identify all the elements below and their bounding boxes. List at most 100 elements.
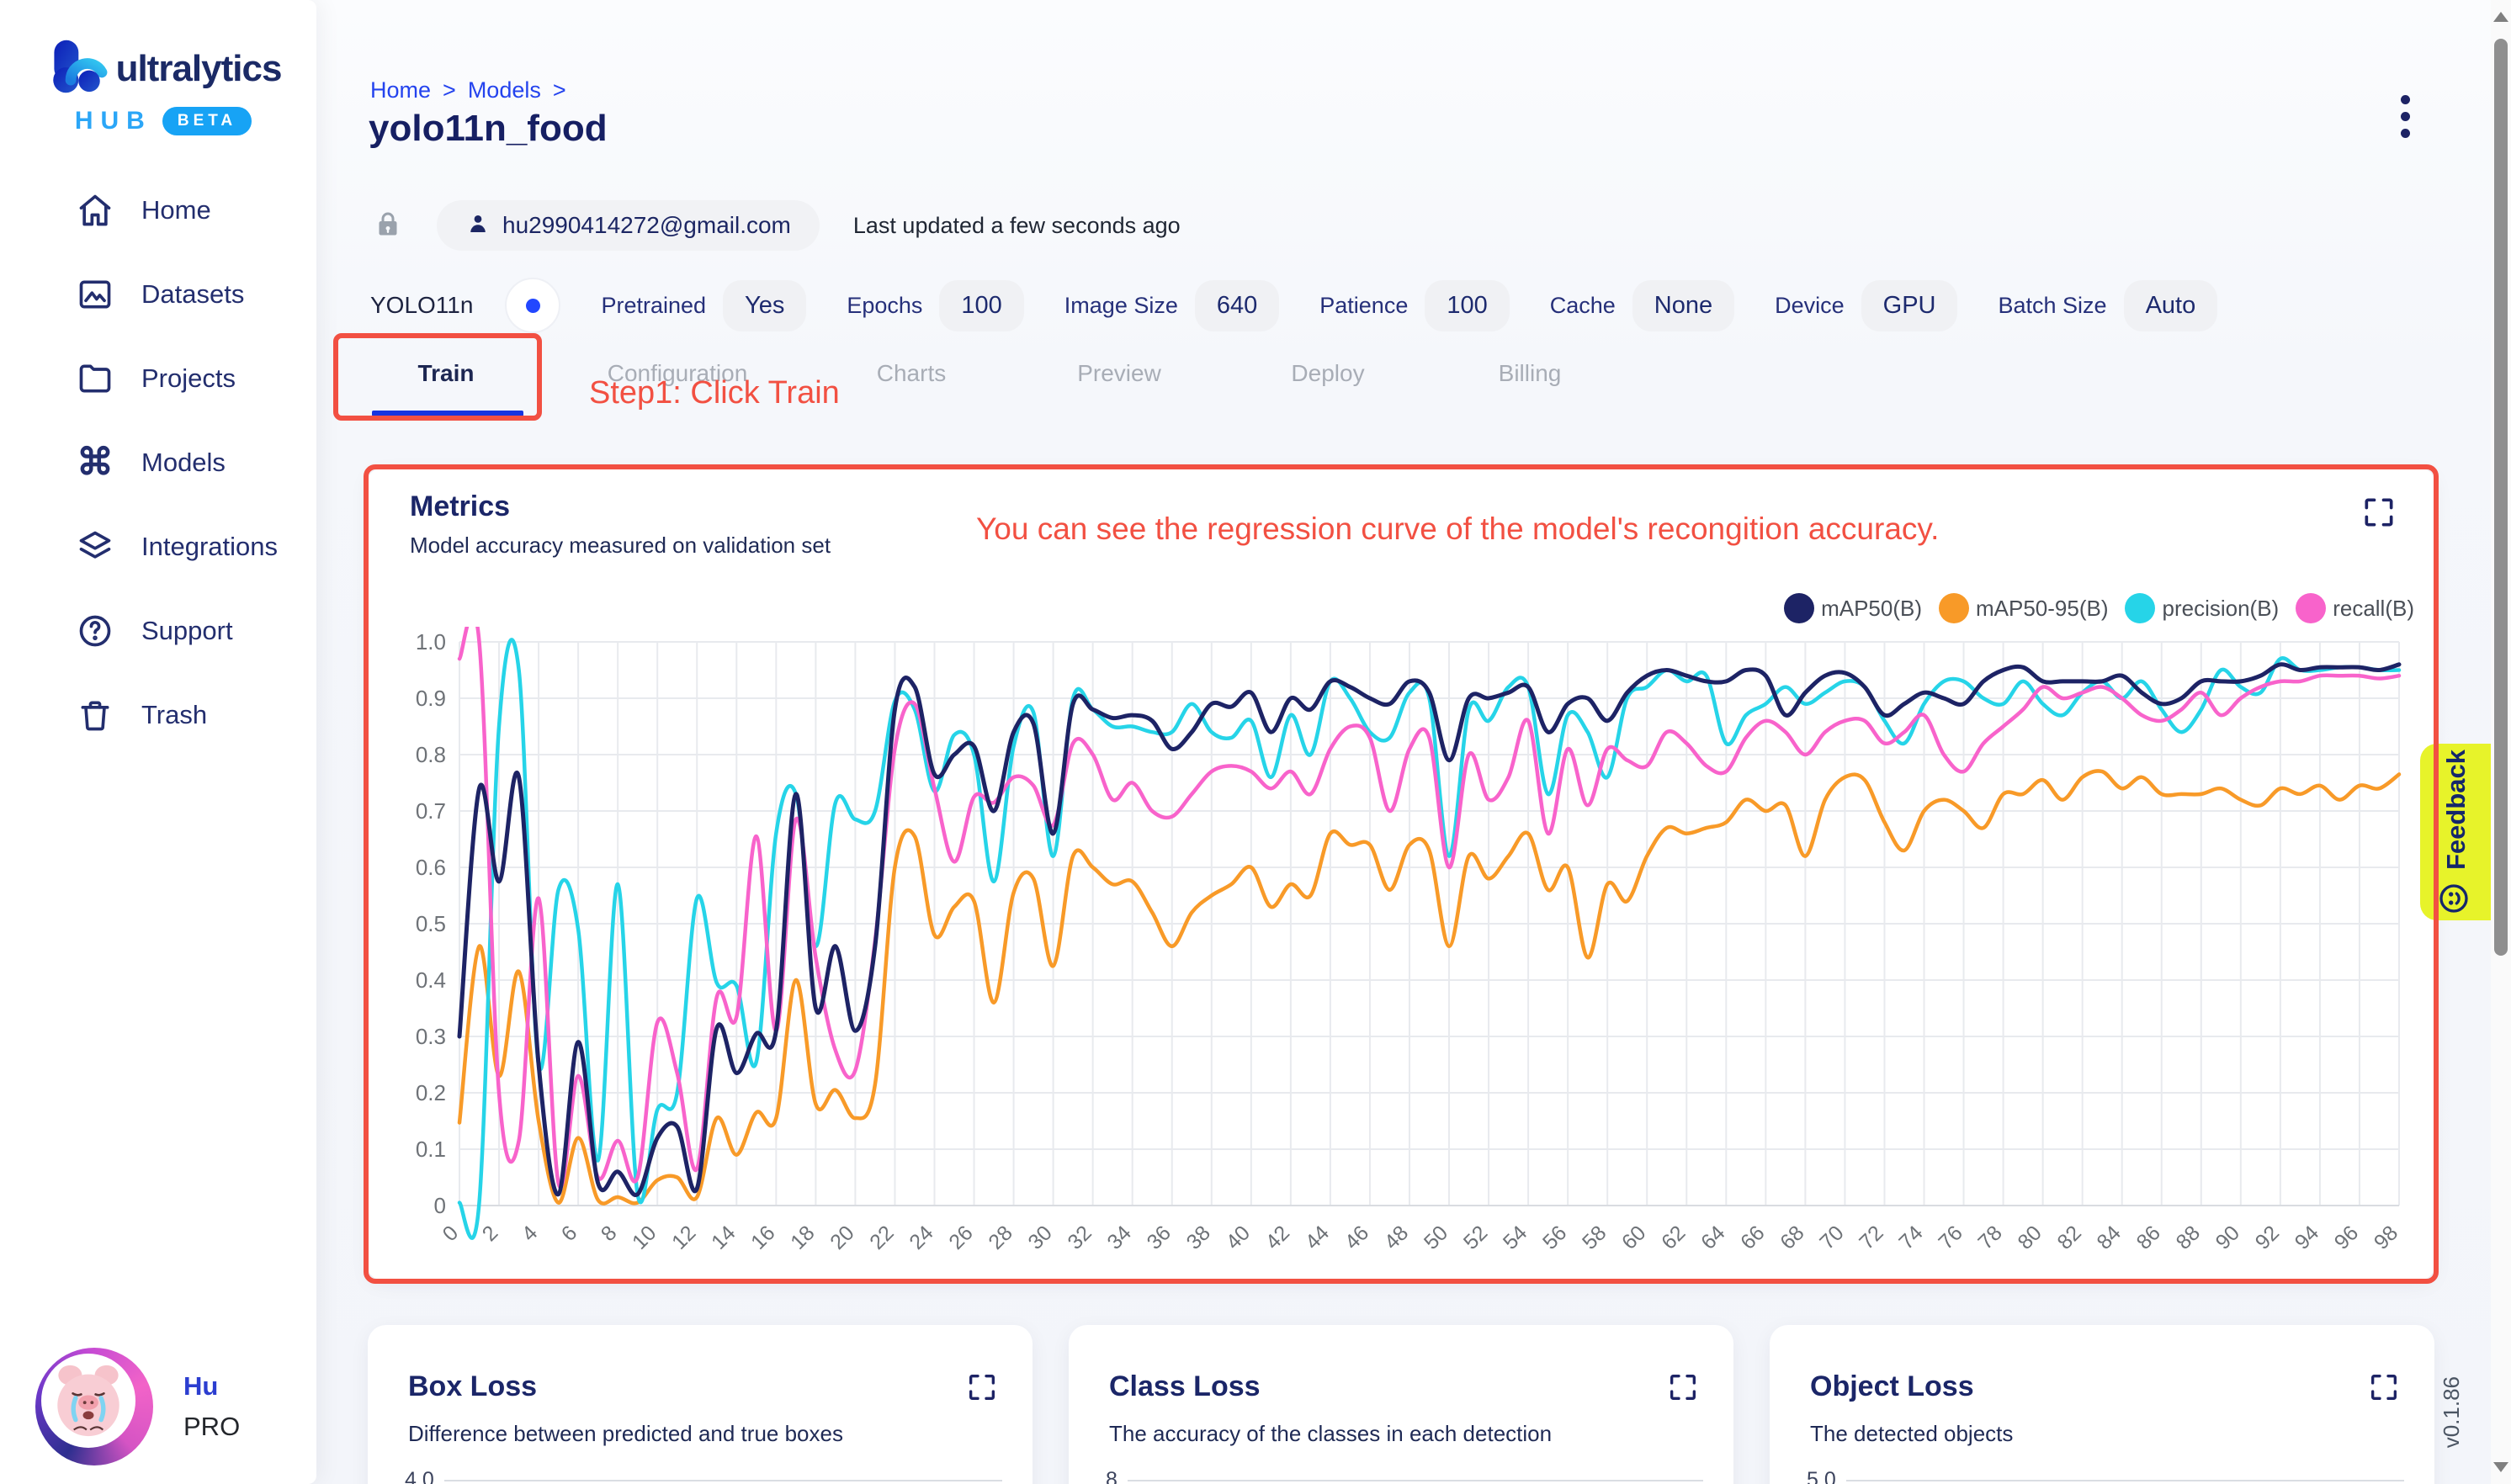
class-loss-subtitle: The accuracy of the classes in each dete… (1109, 1421, 1553, 1446)
svg-text:44: 44 (1301, 1221, 1335, 1254)
scroll-down-icon[interactable] (2493, 1462, 2508, 1472)
svg-text:80: 80 (2013, 1221, 2046, 1253)
svg-text:62: 62 (1657, 1221, 1690, 1253)
svg-text:86: 86 (2132, 1221, 2165, 1253)
sidebar-item-label: Home (141, 195, 211, 225)
svg-text:18: 18 (786, 1221, 819, 1253)
tab-billing[interactable]: Billing (1498, 360, 1562, 386)
sidebar-item-home[interactable]: Home (0, 168, 316, 252)
tab-train[interactable]: Train (417, 360, 475, 386)
fullscreen-icon[interactable] (1666, 1370, 1700, 1404)
sidebar-item-integrations[interactable]: Integrations (0, 505, 316, 589)
owner-email-chip[interactable]: hu2990414272@gmail.com (437, 200, 820, 251)
svg-text:40: 40 (1222, 1221, 1255, 1253)
tab-charts[interactable]: Charts (876, 360, 947, 386)
svg-text:60: 60 (1617, 1221, 1650, 1253)
sidebar-item-label: Trash (141, 700, 208, 729)
sidebar-item-label: Datasets (141, 279, 245, 309)
svg-text:74: 74 (1894, 1221, 1928, 1254)
svg-text:98: 98 (2370, 1221, 2402, 1253)
tab-preview[interactable]: Preview (1077, 360, 1161, 386)
legend-recall[interactable]: recall(B) (2296, 593, 2414, 623)
breadcrumb-models[interactable]: Models (467, 77, 541, 103)
scrollbar-thumb[interactable] (2494, 39, 2508, 956)
ultralytics-logo-icon (45, 35, 108, 102)
class-loss-card: Class Loss The accuracy of the classes i… (1069, 1325, 1733, 1484)
param-pretrained: Pretrained Yes (601, 279, 807, 331)
metrics-card: Metrics Model accuracy measured on valid… (368, 469, 2434, 1280)
svg-text:0.4: 0.4 (416, 967, 446, 993)
svg-text:70: 70 (1815, 1221, 1848, 1253)
sidebar-item-trash[interactable]: Trash (0, 673, 316, 757)
param-device: Device GPU (1775, 279, 1958, 331)
layers-icon (76, 527, 114, 566)
svg-text:46: 46 (1340, 1221, 1373, 1253)
svg-text:10: 10 (628, 1221, 661, 1253)
param-patience: Patience 100 (1319, 279, 1510, 331)
sidebar-item-label: Projects (141, 363, 236, 393)
legend-dot-precision (2125, 593, 2156, 623)
sidebar-item-models[interactable]: ⌘ Models (0, 421, 316, 505)
legend-map50-95[interactable]: mAP50-95(B) (1938, 593, 2108, 623)
legend-precision[interactable]: precision(B) (2125, 593, 2279, 623)
trash-icon (76, 696, 114, 734)
svg-text:76: 76 (1934, 1221, 1967, 1253)
svg-text:0.7: 0.7 (416, 798, 446, 824)
svg-text:0: 0 (438, 1221, 464, 1246)
svg-text:20: 20 (825, 1221, 858, 1253)
legend-dot-recall (2296, 593, 2327, 623)
fullscreen-icon[interactable] (2360, 494, 2397, 531)
svg-text:94: 94 (2291, 1221, 2324, 1254)
svg-text:88: 88 (2172, 1221, 2205, 1253)
box-loss-title: Box Loss (408, 1370, 538, 1402)
svg-text:38: 38 (1182, 1221, 1215, 1253)
tab-configuration[interactable]: Configuration (607, 360, 748, 386)
feedback-button[interactable]: Feedback (2420, 744, 2491, 920)
svg-text:84: 84 (2092, 1221, 2126, 1254)
class-loss-chart-top: 8 (1106, 1468, 1703, 1484)
help-circle-icon (76, 612, 114, 650)
pig-avatar-image (57, 1365, 119, 1437)
breadcrumb-home[interactable]: Home (370, 77, 432, 103)
svg-text:8: 8 (597, 1221, 622, 1246)
kebab-menu-icon[interactable] (2383, 89, 2427, 143)
svg-text:1.0: 1.0 (416, 629, 446, 655)
avatar (35, 1348, 153, 1465)
svg-text:50: 50 (1420, 1221, 1452, 1253)
svg-text:0.5: 0.5 (416, 911, 446, 936)
sidebar-item-support[interactable]: Support (0, 589, 316, 673)
svg-text:54: 54 (1499, 1221, 1532, 1254)
fullscreen-icon[interactable] (2367, 1370, 2401, 1404)
param-batch-size: Batch Size Auto (1998, 279, 2218, 331)
meta-row: hu2990414272@gmail.com Last updated a fe… (373, 200, 1181, 251)
box-loss-subtitle: Difference between predicted and true bo… (408, 1421, 843, 1446)
chart-legend: mAP50(B) mAP50-95(B) precision(B) recall… (1784, 593, 2414, 623)
svg-text:34: 34 (1102, 1221, 1136, 1254)
home-icon (76, 191, 114, 230)
svg-text:0: 0 (434, 1193, 446, 1218)
sidebar-item-datasets[interactable]: Datasets (0, 252, 316, 337)
breadcrumb-separator: > (443, 77, 456, 103)
sidebar-item-projects[interactable]: Projects (0, 337, 316, 421)
person-icon (465, 211, 491, 241)
svg-text:0.8: 0.8 (416, 742, 446, 767)
command-icon: ⌘ (77, 442, 114, 483)
lock-icon (373, 209, 403, 243)
legend-map50[interactable]: mAP50(B) (1784, 593, 1922, 623)
sidebar-item-label: Support (141, 616, 233, 645)
user-profile[interactable]: Hu PRO (35, 1348, 240, 1465)
svg-text:32: 32 (1063, 1221, 1096, 1253)
fullscreen-icon[interactable] (965, 1370, 999, 1404)
scroll-up-icon[interactable] (2493, 12, 2508, 22)
brand-logo[interactable]: ultralytics HUB BETA (52, 35, 282, 135)
svg-text:66: 66 (1736, 1221, 1769, 1253)
datasets-icon (76, 275, 114, 314)
model-status-indicator[interactable] (505, 278, 561, 333)
svg-text:78: 78 (1973, 1221, 2006, 1253)
tab-deploy[interactable]: Deploy (1291, 360, 1365, 386)
legend-dot-map50-95 (1938, 593, 1969, 623)
svg-text:64: 64 (1696, 1221, 1730, 1254)
scrollbar[interactable] (2491, 0, 2511, 1484)
svg-text:68: 68 (1776, 1221, 1808, 1253)
metrics-card-title: Metrics (410, 490, 511, 522)
